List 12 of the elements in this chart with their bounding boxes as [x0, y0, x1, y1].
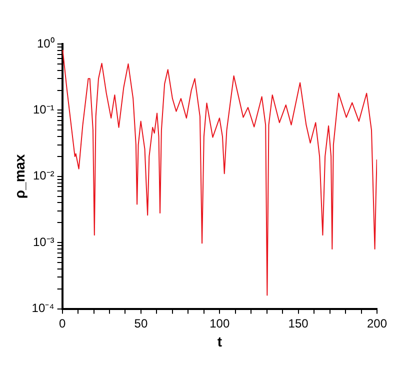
- y-tick-label: 10⁻¹: [32, 102, 54, 117]
- x-tick-label: 50: [134, 316, 148, 330]
- y-tick-label: 10⁻²: [32, 168, 54, 183]
- x-tick-label: 150: [288, 316, 309, 330]
- x-tick-label: 0: [58, 316, 66, 330]
- y-tick-label: 10⁻⁴: [32, 301, 54, 316]
- y-axis-title: ρ_max: [11, 154, 28, 199]
- y-tick-label: 10⁻³: [32, 234, 54, 249]
- x-tick-label: 100: [210, 316, 230, 330]
- x-axis-title: t: [217, 333, 222, 350]
- x-tick-label: 200: [366, 316, 388, 330]
- y-tick-label: 10⁰: [36, 36, 54, 50]
